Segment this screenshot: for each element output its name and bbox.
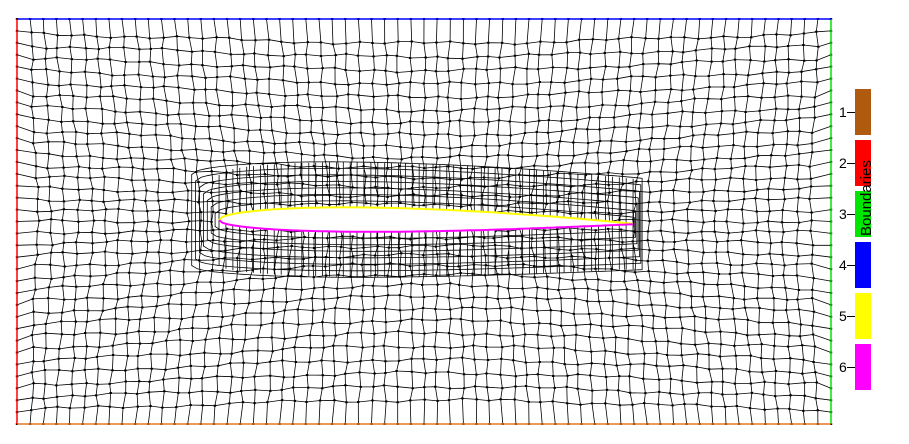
legend-swatch-4: [855, 242, 871, 288]
legend-tick-1: [847, 112, 855, 113]
legend-swatch-1: [855, 89, 871, 135]
boundary-5-airfoil-upper: [218, 206, 634, 225]
legend-label-3: 3: [839, 206, 847, 222]
legend-tick-3: [847, 214, 855, 215]
legend-tick-4: [847, 265, 855, 266]
boundary-6-airfoil-lower: [218, 219, 634, 233]
legend-tick-5: [847, 316, 855, 317]
boundaries-legend: 1 2 3 4 5 6 Boundaries: [836, 86, 906, 391]
legend-label-4: 4: [839, 257, 847, 273]
legend-label-1: 1: [839, 104, 847, 120]
airfoil-icon: [219, 207, 633, 232]
legend-label-6: 6: [839, 359, 847, 375]
legend-swatch-5: [855, 293, 871, 339]
legend-label-2: 2: [839, 155, 847, 171]
legend-swatch-6: [855, 344, 871, 390]
legend-tick-2: [847, 163, 855, 164]
legend-label-5: 5: [839, 308, 847, 324]
legend-tick-6: [847, 367, 855, 368]
legend-title: Boundaries: [858, 160, 875, 236]
legend-swatch-3: [855, 191, 871, 237]
legend-swatch-2: [855, 140, 871, 186]
